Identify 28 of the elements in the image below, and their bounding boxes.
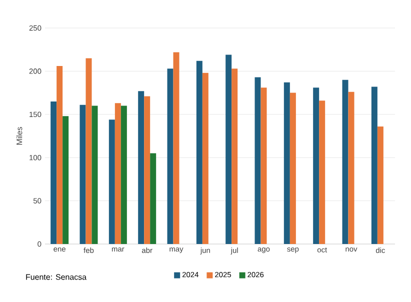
- bar: [108, 120, 115, 244]
- bar: [144, 96, 150, 244]
- bar: [196, 60, 202, 244]
- bar: [377, 126, 384, 244]
- bar: [138, 91, 144, 244]
- bar: [86, 58, 92, 244]
- bar: [150, 153, 156, 244]
- bar: [319, 100, 326, 244]
- bar: [254, 77, 261, 244]
- bar: [290, 92, 296, 244]
- bar: [50, 101, 57, 244]
- bar: [313, 88, 320, 244]
- bar: [226, 54, 232, 244]
- bar: [284, 82, 290, 244]
- bar: [114, 103, 121, 244]
- bar: [371, 86, 378, 244]
- bar: [80, 104, 86, 244]
- bar: [173, 52, 180, 244]
- bar: [167, 68, 174, 244]
- bar: [260, 88, 267, 244]
- bar: [62, 116, 69, 244]
- bar: [56, 66, 63, 244]
- bar: [202, 72, 208, 244]
- bar: [232, 68, 238, 244]
- bar: [342, 80, 348, 244]
- bar: [348, 92, 354, 244]
- bar: [92, 106, 98, 244]
- bar: [120, 106, 127, 244]
